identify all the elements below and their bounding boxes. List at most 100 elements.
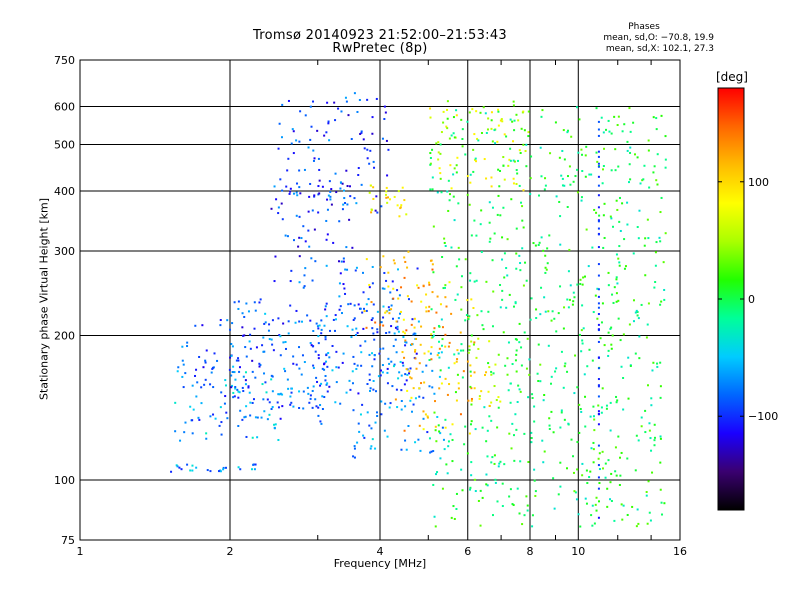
data-point: [520, 346, 523, 349]
data-point: [597, 220, 600, 223]
data-point: [339, 272, 342, 275]
data-point: [374, 321, 377, 324]
data-point: [589, 415, 592, 418]
data-point: [283, 367, 286, 370]
data-point: [597, 384, 600, 387]
data-point: [428, 437, 431, 440]
data-point: [410, 396, 413, 399]
data-point: [332, 318, 335, 321]
data-point: [335, 191, 338, 194]
data-point: [346, 185, 349, 188]
data-point: [322, 363, 325, 366]
data-point: [510, 198, 513, 201]
data-point: [359, 307, 362, 310]
data-point: [437, 424, 440, 427]
data-point: [235, 359, 238, 362]
data-point: [613, 286, 616, 289]
data-point: [254, 309, 257, 312]
data-point: [418, 387, 421, 390]
data-point: [515, 182, 518, 185]
data-point: [282, 341, 285, 344]
data-point: [482, 106, 485, 109]
data-point: [403, 276, 406, 279]
data-point: [289, 304, 292, 307]
x-tick-label: 6: [464, 545, 471, 558]
data-point: [631, 505, 634, 508]
data-point: [232, 365, 235, 368]
data-point: [385, 279, 388, 282]
data-point: [368, 424, 371, 427]
data-point: [295, 309, 298, 312]
data-point: [601, 168, 604, 171]
data-point: [450, 312, 453, 315]
data-point: [404, 339, 407, 342]
data-point: [288, 192, 291, 195]
data-point: [474, 490, 477, 493]
data-point: [477, 337, 480, 340]
data-point: [298, 320, 301, 323]
data-point: [307, 210, 310, 213]
data-point: [632, 252, 635, 255]
data-point: [280, 136, 283, 139]
data-point: [394, 326, 397, 329]
data-point: [485, 177, 488, 180]
data-point: [434, 400, 437, 403]
data-point: [506, 373, 509, 376]
data-point: [578, 403, 581, 406]
data-point: [358, 99, 361, 102]
data-point: [241, 418, 244, 421]
data-point: [515, 370, 518, 373]
data-point: [429, 156, 432, 159]
data-point: [597, 395, 600, 398]
data-point: [525, 143, 528, 146]
data-point: [315, 405, 318, 408]
data-point: [466, 120, 469, 123]
data-point: [250, 468, 253, 471]
data-point: [466, 175, 469, 178]
data-point: [491, 259, 494, 262]
data-point: [593, 208, 596, 211]
data-point: [268, 401, 271, 404]
data-point: [405, 329, 408, 332]
data-point: [590, 447, 593, 450]
data-point: [659, 240, 662, 243]
data-point: [391, 317, 394, 320]
data-point: [659, 303, 662, 306]
data-point: [202, 366, 205, 369]
data-point: [557, 312, 560, 315]
data-point: [423, 381, 426, 384]
data-point: [507, 164, 510, 167]
data-point: [575, 498, 578, 501]
data-point: [518, 322, 521, 325]
data-point: [321, 408, 324, 411]
data-point: [467, 399, 470, 402]
data-point: [607, 119, 610, 122]
data-point: [539, 146, 542, 149]
data-point: [200, 402, 203, 405]
data-point: [397, 377, 400, 380]
data-point: [363, 310, 366, 313]
data-point: [469, 370, 472, 373]
data-point: [348, 379, 351, 382]
data-point: [490, 461, 493, 464]
data-point: [497, 396, 500, 399]
data-point: [568, 248, 571, 251]
data-point: [658, 236, 661, 239]
data-point: [647, 480, 650, 483]
data-point: [388, 312, 391, 315]
data-point: [298, 169, 301, 172]
data-point: [574, 175, 577, 178]
data-point: [474, 428, 477, 431]
data-point: [195, 368, 198, 371]
data-point: [598, 214, 601, 217]
data-point: [636, 314, 639, 317]
data-point: [383, 271, 386, 274]
data-point: [321, 395, 324, 398]
data-point: [428, 305, 431, 308]
data-point: [639, 182, 642, 185]
data-point: [431, 369, 434, 372]
colorbar-gradient: [717, 87, 745, 511]
data-point: [375, 97, 378, 100]
data-point: [553, 317, 556, 320]
data-point: [292, 405, 295, 408]
